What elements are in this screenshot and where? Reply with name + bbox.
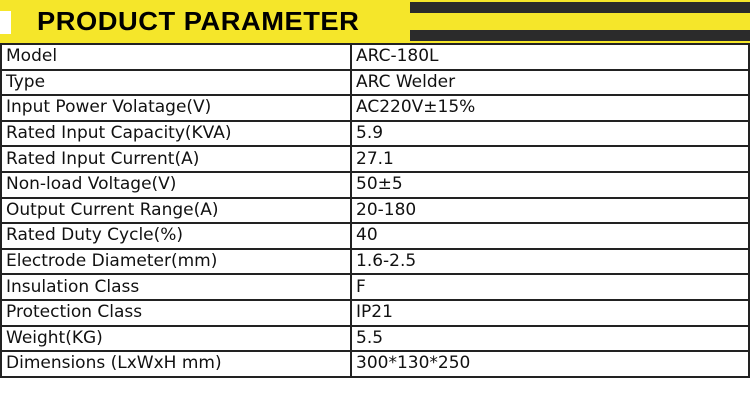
decorative-stripe xyxy=(410,30,750,41)
table-row: Electrode Diameter(mm) 1.6-2.5 xyxy=(0,247,750,276)
param-value: 40 xyxy=(350,222,750,250)
page-title: PRODUCT PARAMETER xyxy=(37,6,360,36)
param-label: Model xyxy=(0,43,352,71)
param-label: Insulation Class xyxy=(0,273,352,301)
table-row: Rated Duty Cycle(%) 40 xyxy=(0,222,750,250)
param-label: Rated Duty Cycle(%) xyxy=(0,222,352,250)
param-value: ARC Welder xyxy=(350,68,750,97)
table-row: Rated Input Current(A) 27.1 xyxy=(0,145,750,173)
table-row: Protection Class IP21 xyxy=(0,298,750,327)
param-value: 5.9 xyxy=(350,119,750,148)
param-label: Dimensions (LxWxH mm) xyxy=(0,350,352,378)
param-value: 27.1 xyxy=(350,145,750,173)
param-value: 5.5 xyxy=(350,324,750,353)
param-value: IP21 xyxy=(350,298,750,327)
table-row: Insulation Class F xyxy=(0,273,750,301)
param-label: Protection Class xyxy=(0,298,352,327)
table-row: Weight(KG) 5.5 xyxy=(0,324,750,353)
table-row: Model ARC-180L xyxy=(0,43,750,71)
table-row: Type ARC Welder xyxy=(0,68,750,97)
param-value: ARC-180L xyxy=(350,43,750,71)
table-row: Non-load Voltage(V) 50±5 xyxy=(0,170,750,199)
param-value: 300*130*250 xyxy=(350,350,750,378)
param-value: 1.6-2.5 xyxy=(350,247,750,276)
param-label: Output Current Range(A) xyxy=(0,196,352,225)
param-value: 20-180 xyxy=(350,196,750,225)
param-label: Rated Input Capacity(KVA) xyxy=(0,119,352,148)
param-label: Weight(KG) xyxy=(0,324,352,353)
header-banner: PRODUCT PARAMETER xyxy=(0,0,750,43)
param-label: Non-load Voltage(V) xyxy=(0,170,352,199)
parameter-table: Model ARC-180L Type ARC Welder Input Power V… xyxy=(0,43,750,378)
param-label: Electrode Diameter(mm) xyxy=(0,247,352,276)
table-row: Rated Input Capacity(KVA) 5.9 xyxy=(0,119,750,148)
param-label: Rated Input Current(A) xyxy=(0,145,352,173)
table-row: Input Power Volatage(V) AC220V±15% xyxy=(0,94,750,122)
decorative-stripe xyxy=(410,2,750,13)
table-row: Output Current Range(A) 20-180 xyxy=(0,196,750,225)
param-label: Type xyxy=(0,68,352,97)
param-label: Input Power Volatage(V) xyxy=(0,94,352,122)
param-value: AC220V±15% xyxy=(350,94,750,122)
param-value: F xyxy=(350,273,750,301)
table-row: Dimensions (LxWxH mm) 300*130*250 xyxy=(0,350,750,378)
param-value: 50±5 xyxy=(350,170,750,199)
decorative-block xyxy=(0,11,11,34)
